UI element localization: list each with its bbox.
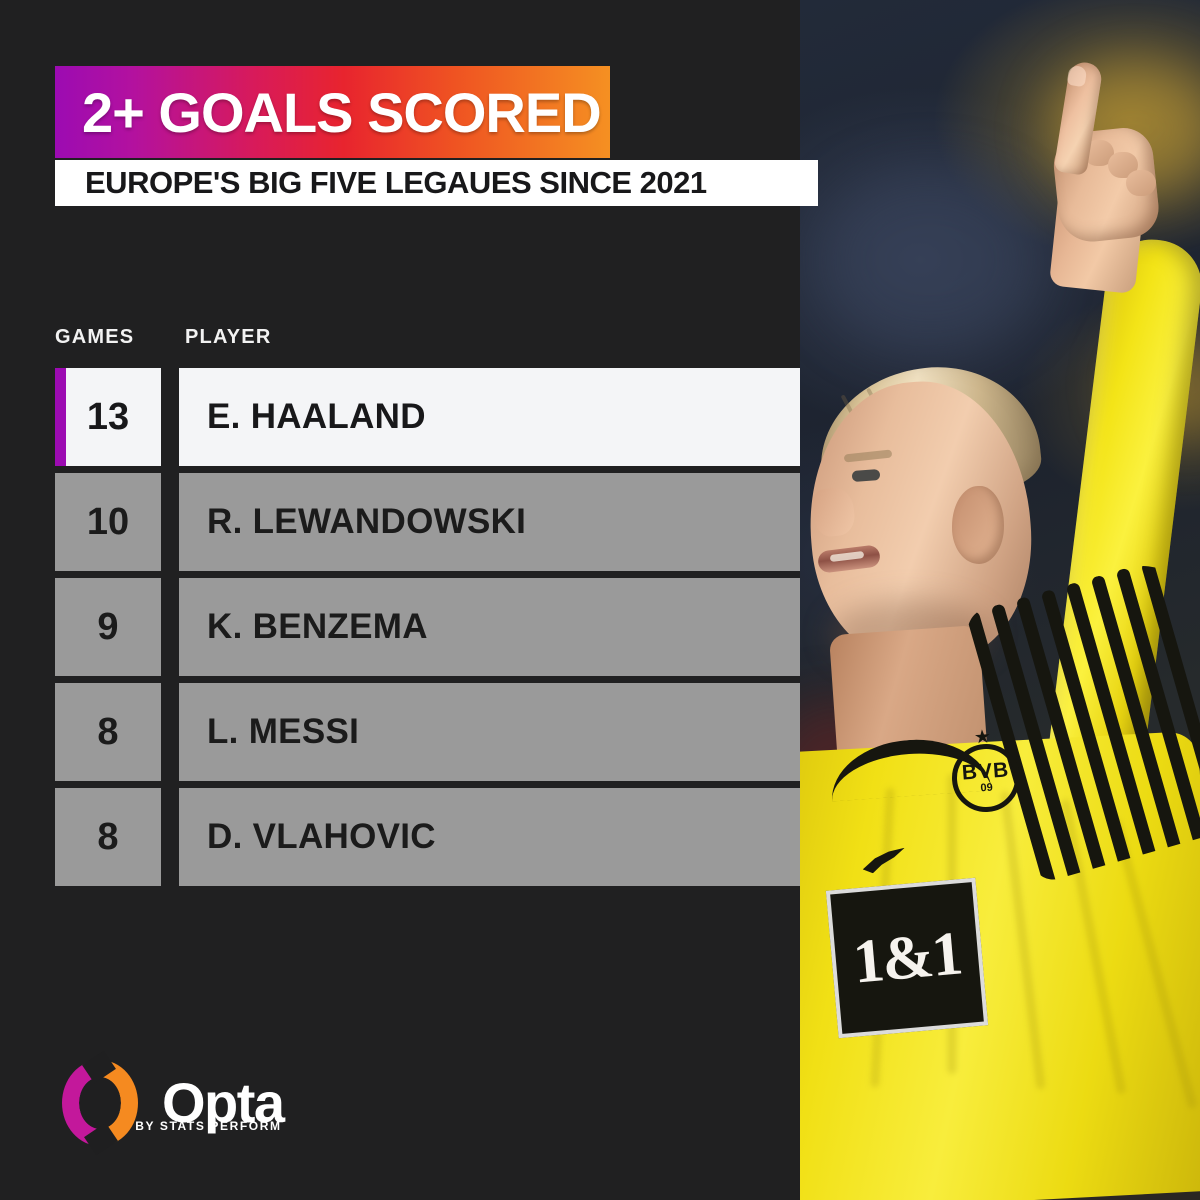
subtitle-banner: EUROPE'S BIG FIVE LEGAUES SINCE 2021 — [55, 160, 818, 206]
games-value: 9 — [97, 605, 119, 648]
games-cell: 9 — [55, 578, 161, 676]
crest-initials: BVB — [961, 758, 1010, 785]
games-cell: 8 — [55, 683, 161, 781]
brand-name: Opta — [162, 1071, 285, 1135]
sponsor-label: 1&1 — [850, 918, 964, 997]
column-header-games: GAMES — [55, 326, 135, 348]
games-value: 8 — [97, 710, 119, 753]
games-value: 10 — [86, 500, 130, 543]
games-cell: 13 — [55, 368, 161, 466]
games-cell: 8 — [55, 788, 161, 886]
player-cell: L. MESSI — [179, 683, 800, 781]
table-row[interactable]: 8 D. VLAHOVIC — [55, 788, 800, 886]
knuckle — [1126, 170, 1156, 196]
games-cell: 10 — [55, 473, 161, 571]
table-row[interactable]: 9 K. BENZEMA — [55, 578, 800, 676]
ear — [952, 486, 1004, 564]
player-photo: ★ BVB 09 1&1 — [800, 0, 1200, 1200]
background-bokeh-blob — [820, 170, 1040, 350]
games-value: 8 — [97, 815, 119, 858]
brand-tagline: BY STATS PERFORM — [135, 1118, 282, 1133]
opta-logo: Opta BY STATS PERFORM — [62, 1050, 285, 1156]
page-subtitle: EUROPE'S BIG FIVE LEGAUES SINCE 2021 — [85, 165, 707, 200]
column-header-player: PLAYER — [185, 326, 272, 348]
player-cell: D. VLAHOVIC — [179, 788, 800, 886]
player-cell: K. BENZEMA — [179, 578, 800, 676]
title-banner: 2+ GOALS SCORED — [55, 66, 610, 158]
shirt-sponsor-logo: 1&1 — [825, 877, 989, 1039]
eye — [851, 469, 881, 482]
opta-mark-icon — [62, 1050, 138, 1156]
opta-wordmark: Opta BY STATS PERFORM — [135, 1071, 285, 1135]
table-row[interactable]: 13 E. HAALAND — [55, 368, 800, 466]
player-cell: E. HAALAND — [179, 368, 800, 466]
table-row[interactable]: 8 L. MESSI — [55, 683, 800, 781]
ranking-table: 13 E. HAALAND 10 R. LEWANDOWSKI 9 K. BEN… — [55, 368, 800, 893]
page-title: 2+ GOALS SCORED — [82, 80, 602, 144]
player-cell: R. LEWANDOWSKI — [179, 473, 800, 571]
crest-year: 09 — [980, 781, 994, 795]
table-row[interactable]: 10 R. LEWANDOWSKI — [55, 473, 800, 571]
row-accent-bar — [55, 368, 66, 466]
games-value: 13 — [86, 395, 130, 438]
